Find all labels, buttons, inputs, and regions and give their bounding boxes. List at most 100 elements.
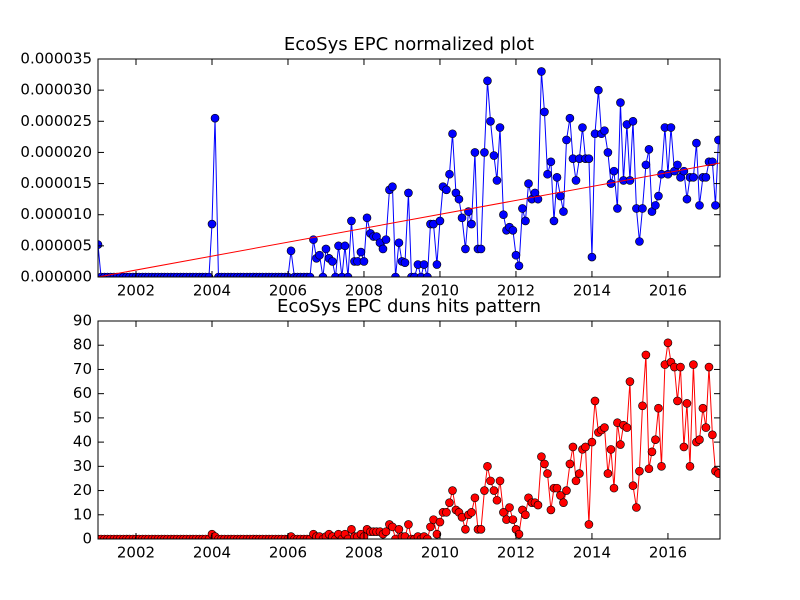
data-point: [467, 508, 476, 517]
axes-frame: [97, 58, 721, 278]
x-tick-label: 2014: [573, 544, 611, 562]
x-tick-label: 2008: [345, 282, 383, 300]
y-tick-label: 0.000030: [20, 81, 92, 99]
data-point: [492, 176, 502, 185]
data-point: [328, 257, 337, 266]
data-point: [315, 250, 324, 260]
data-point: [514, 261, 524, 271]
data-point: [432, 260, 442, 269]
data-point: [641, 350, 651, 360]
x-tick-label: 2012: [497, 282, 535, 300]
data-point: [651, 435, 660, 444]
x-tick-label: 2016: [649, 282, 687, 300]
x-tick-label: 2002: [117, 282, 155, 300]
data-point: [470, 148, 480, 157]
data-point: [568, 442, 578, 452]
data-point: [483, 462, 492, 471]
data-point: [467, 219, 476, 229]
data-point: [701, 173, 711, 182]
data-point: [404, 188, 413, 198]
x-tick-label: 2002: [117, 544, 155, 562]
data-point: [442, 185, 451, 195]
data-point: [286, 246, 296, 256]
data-line: [98, 162, 720, 277]
data-point: [321, 244, 331, 254]
axes-frame: [97, 320, 721, 540]
y-tick-label: 0.000020: [20, 143, 92, 161]
x-tick-label: 2016: [649, 544, 687, 562]
data-point: [673, 396, 682, 406]
data-point: [622, 423, 632, 432]
data-point: [480, 148, 489, 157]
data-point: [549, 216, 559, 226]
data-point: [685, 462, 695, 471]
data-point: [518, 204, 527, 213]
data-point: [616, 440, 625, 449]
y-tick-label: 0.000025: [20, 112, 92, 130]
data-point: [448, 129, 457, 139]
data-point: [489, 151, 499, 160]
y-tick-label: 40: [73, 433, 92, 451]
data-point: [454, 194, 464, 204]
data-point: [359, 257, 369, 266]
data-point: [679, 442, 689, 452]
data-point: [489, 486, 499, 495]
data-point: [540, 107, 549, 117]
data-point: [682, 399, 692, 408]
data-point: [318, 272, 328, 277]
y-tick-label: 0.000010: [20, 205, 92, 223]
data-point: [546, 505, 556, 515]
data-point: [419, 260, 429, 269]
data-point: [587, 252, 597, 262]
data-point: [546, 157, 556, 167]
data-point: [676, 362, 685, 372]
data-point: [714, 469, 720, 478]
data-point: [391, 272, 400, 277]
data-point: [378, 244, 388, 254]
data-point: [347, 525, 356, 534]
data-point: [480, 486, 489, 495]
x-tick-label: 2006: [269, 282, 307, 300]
data-point: [641, 160, 651, 170]
x-tick-label: 2010: [421, 544, 459, 562]
data-point: [524, 179, 533, 188]
data-point: [692, 138, 701, 148]
data-point: [483, 76, 492, 86]
data-point: [331, 272, 340, 277]
data-point: [552, 173, 562, 182]
data-point: [423, 272, 432, 277]
data-point: [628, 116, 638, 126]
data-point: [540, 459, 549, 469]
data-point: [410, 272, 419, 277]
y-tick-label: 0.000000: [20, 268, 92, 286]
data-point: [432, 529, 442, 539]
data-point: [714, 135, 720, 145]
x-tick-label: 2004: [193, 282, 231, 300]
x-tick-label: 2004: [193, 544, 231, 562]
data-point: [508, 225, 518, 235]
data-point: [695, 201, 704, 210]
data-point: [638, 204, 647, 213]
data-point: [689, 173, 698, 182]
data-point: [635, 466, 644, 476]
data-point: [644, 145, 654, 154]
data-point: [508, 515, 518, 524]
data-point: [495, 476, 505, 486]
data-point: [578, 123, 587, 132]
data-point: [654, 191, 663, 201]
data-point: [442, 508, 451, 517]
data-point: [609, 166, 619, 176]
data-point: [543, 469, 552, 478]
chart-title: EcoSys EPC normalized plot: [284, 34, 534, 55]
data-point: [204, 272, 214, 277]
data-point: [470, 493, 480, 503]
data-point: [571, 476, 581, 486]
data-point: [394, 525, 404, 534]
data-point: [486, 116, 495, 126]
y-tick-label: 0.000005: [20, 236, 92, 254]
data-point: [695, 435, 704, 444]
data-point: [565, 459, 575, 469]
data-point: [666, 123, 676, 132]
